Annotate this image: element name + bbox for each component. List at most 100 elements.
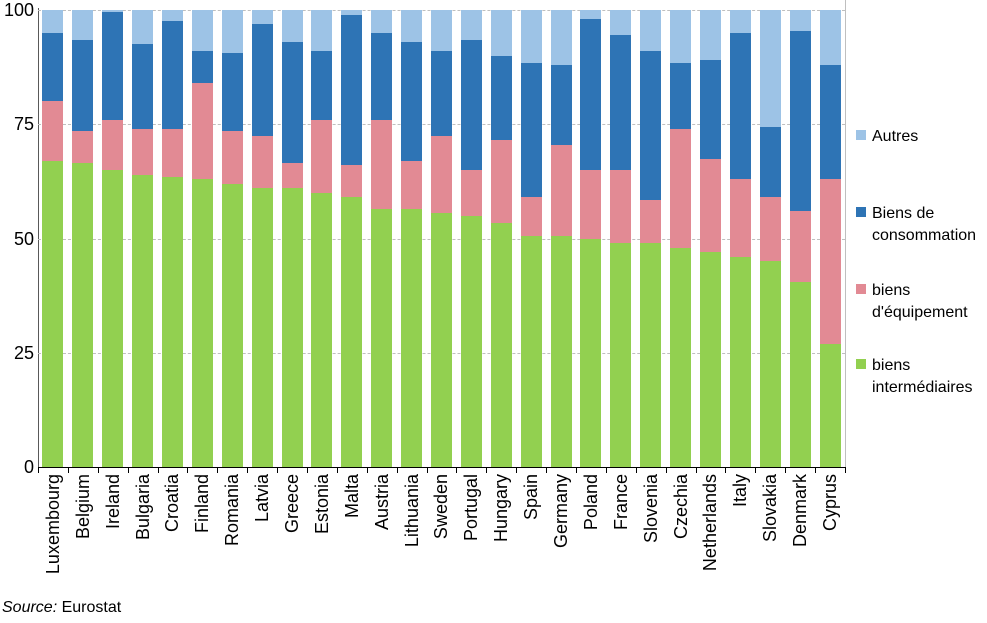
bar-segment-biens_inter (251, 188, 273, 467)
bar-segment-biens_equip (640, 199, 662, 244)
x-axis-tick (456, 468, 457, 473)
x-axis-label-text: Latvia (252, 474, 273, 523)
bar-greece (281, 10, 303, 467)
bar-segment-biens_conso (520, 62, 542, 198)
bar-segment-biens_conso (759, 126, 781, 198)
bar-segment-biens_inter (670, 247, 692, 467)
bar-segment-biens_equip (42, 101, 64, 161)
bar-segment-biens_inter (610, 243, 632, 467)
bar-segment-biens_equip (251, 135, 273, 189)
x-axis-label-text: Slovenia (640, 474, 661, 544)
bar-segment-biens_inter (789, 281, 811, 467)
x-axis-label-ireland: Ireland (98, 474, 128, 619)
bar-segment-biens_equip (729, 179, 751, 257)
x-axis-label-text: Malta (341, 474, 362, 519)
bar-segment-biens_inter (311, 192, 333, 467)
x-axis-label-text: Czechia (670, 474, 691, 540)
bar-segment-biens_equip (371, 119, 393, 209)
bar-segment-autres (520, 10, 542, 63)
source-prefix: Source: (2, 599, 58, 616)
bar-segment-biens_inter (640, 243, 662, 467)
bar-segment-autres (102, 10, 124, 13)
bar-germany (550, 10, 572, 467)
x-axis-label-text: Netherlands (700, 474, 721, 572)
x-axis-label-latvia: Latvia (247, 474, 277, 619)
bar-segment-autres (729, 10, 751, 33)
x-axis-label-bulgaria: Bulgaria (128, 474, 158, 619)
x-axis-label-czechia: Czechia (666, 474, 696, 619)
bar-segment-biens_equip (162, 128, 183, 177)
x-axis-tick (486, 468, 487, 473)
bar-segment-biens_equip (819, 179, 841, 344)
bar-segment-autres (221, 10, 243, 54)
bar-segment-biens_inter (431, 213, 452, 467)
x-axis-label-netherlands: Netherlands (696, 474, 726, 619)
bar-france (610, 10, 632, 467)
y-axis-label-25: 25 (13, 342, 34, 363)
bar-segment-autres (819, 10, 841, 65)
bar-segment-biens_inter (819, 343, 841, 467)
x-axis-tick (696, 468, 697, 473)
bar-segment-biens_equip (191, 83, 213, 180)
bar-segment-biens_inter (42, 160, 64, 467)
bar-bulgaria (132, 10, 154, 467)
x-axis-label-croatia: Croatia (158, 474, 188, 619)
x-axis-label-text: Portugal (461, 474, 482, 542)
x-axis-label-malta: Malta (337, 474, 367, 619)
bar-croatia (162, 10, 183, 467)
bar-segment-biens_inter (72, 163, 94, 467)
bar-hungary (490, 10, 512, 467)
bar-segment-biens_inter (520, 236, 542, 467)
legend-item-biens_equip: biens d'équipement (856, 280, 986, 324)
x-axis-label-text: Slovakia (760, 474, 781, 543)
bar-segment-autres (132, 10, 154, 45)
x-axis-label-finland: Finland (187, 474, 217, 619)
bar-segment-biens_inter (162, 176, 183, 467)
bar-segment-autres (580, 10, 602, 20)
plot-area (38, 0, 846, 467)
bar-segment-biens_equip (520, 197, 542, 237)
x-axis-tick (815, 468, 816, 473)
x-axis-tick (785, 468, 786, 473)
x-axis-label-italy: Italy (725, 474, 755, 619)
x-axis-tick (38, 468, 39, 473)
bar-segment-biens_conso (221, 53, 243, 132)
x-axis-label-poland: Poland (576, 474, 606, 619)
x-axis-tick (98, 468, 99, 473)
bar-segment-biens_equip (431, 135, 452, 214)
x-axis-label-text: Finland (192, 474, 213, 534)
bar-segment-biens_inter (341, 197, 363, 467)
bar-ireland (102, 10, 124, 467)
bar-segment-biens_conso (550, 64, 572, 145)
bar-segment-biens_conso (371, 32, 393, 120)
bar-slovakia (759, 10, 781, 467)
bar-segment-biens_inter (759, 261, 781, 467)
legend-item-autres: Autres (856, 126, 986, 148)
bar-poland (580, 10, 602, 467)
x-axis-label-hungary: Hungary (486, 474, 516, 619)
bar-segment-biens_equip (759, 197, 781, 262)
x-axis-label-romania: Romania (217, 474, 247, 619)
bar-segment-biens_conso (640, 51, 662, 200)
x-axis-label-text: Ireland (102, 474, 123, 530)
x-axis-label-text: Poland (580, 474, 601, 531)
legend-label: biens intermédiaires (872, 357, 973, 396)
bar-segment-biens_conso (162, 21, 183, 129)
bar-italy (729, 10, 751, 467)
bar-segment-biens_conso (431, 51, 452, 136)
bar-segment-biens_equip (550, 144, 572, 237)
bar-segment-biens_conso (670, 62, 692, 129)
legend-swatch-biens_inter (856, 359, 866, 369)
x-axis-labels: Luxembourg Belgium Ireland Bulgaria Croatia F… (38, 474, 845, 619)
x-axis-tick (427, 468, 428, 473)
x-axis-tick (845, 468, 846, 473)
bar-segment-biens_inter (460, 215, 482, 467)
bar-segment-autres (789, 10, 811, 31)
bar-segment-biens_inter (281, 188, 303, 467)
legend-swatch-biens_equip (856, 284, 866, 294)
bar-segment-biens_conso (610, 35, 632, 170)
bar-malta (341, 10, 363, 467)
bar-sweden (431, 10, 452, 467)
bar-denmark (789, 10, 811, 467)
